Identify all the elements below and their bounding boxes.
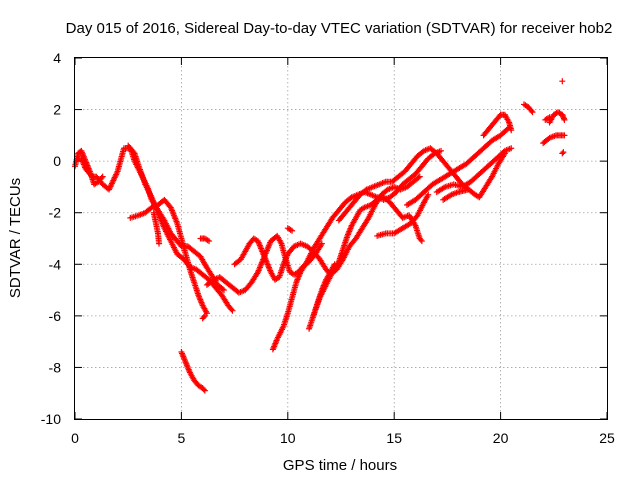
data-segment (480, 111, 515, 139)
data-segment (284, 225, 296, 234)
data-point (318, 240, 325, 247)
y-tick-label: 2 (53, 102, 61, 118)
data-segment (269, 147, 445, 353)
data-segment (559, 78, 566, 85)
data-segment (74, 145, 227, 294)
data-segment (150, 209, 163, 247)
data-point (229, 307, 236, 314)
data-segment (374, 191, 432, 239)
y-axis-label: SDTVAR / TECUs (7, 178, 24, 298)
data-point (508, 127, 515, 134)
data-segment (197, 235, 213, 245)
data-point (206, 238, 213, 245)
data-point (156, 240, 163, 247)
data-point (228, 306, 235, 313)
y-tick-label: -8 (49, 359, 62, 375)
x-tick-label: 10 (280, 430, 296, 446)
data-segment (335, 145, 472, 224)
data-point (561, 116, 568, 123)
data-point (201, 387, 208, 394)
x-tick-label: 5 (178, 430, 186, 446)
data-segment (559, 149, 567, 157)
data-point (559, 78, 566, 85)
chart-title: Day 015 of 2016, Sidereal Day-to-day VTE… (66, 20, 613, 37)
data-point (200, 386, 207, 393)
data-point (200, 314, 207, 321)
x-tick-label: 15 (386, 430, 402, 446)
y-tick-label: -10 (41, 411, 61, 427)
data-segment (310, 194, 425, 319)
data-point (219, 286, 226, 293)
x-axis-label: GPS time / hours (283, 457, 397, 474)
y-tick-label: -6 (49, 308, 62, 324)
data-point (416, 173, 423, 180)
data-point (561, 132, 568, 139)
data-segment (199, 312, 208, 322)
grid-lines (75, 58, 607, 419)
data-point (528, 107, 535, 114)
data-point (501, 150, 508, 157)
data-point (417, 236, 424, 243)
data-point (99, 173, 106, 180)
data-point (560, 149, 567, 156)
plot-frame (74, 57, 608, 420)
data-point (415, 174, 422, 181)
data-segment (403, 124, 513, 208)
data-point (289, 227, 296, 234)
data-segment (546, 109, 568, 126)
data-point (425, 191, 432, 198)
x-tick-label: 25 (599, 430, 615, 446)
data-point (220, 287, 227, 294)
y-tick-label: 4 (53, 50, 61, 66)
y-tick-label: -4 (49, 256, 62, 272)
data-point (559, 150, 566, 157)
data-segment (433, 145, 515, 196)
data-segment (178, 348, 208, 394)
data-segment (540, 132, 568, 147)
y-tick-label: -2 (49, 205, 62, 221)
y-axis-ticks: -10 -8 -6 -4 -2 0 2 4 (41, 50, 607, 427)
data-segment (127, 196, 210, 317)
data-segment (521, 101, 536, 116)
x-tick-label: 0 (71, 430, 79, 446)
data-point (418, 238, 425, 245)
data-point (508, 145, 515, 152)
y-tick-label: 0 (53, 153, 61, 169)
data-segment (440, 150, 508, 203)
data-point (529, 109, 536, 116)
x-tick-label: 20 (493, 430, 509, 446)
data-points (72, 78, 568, 394)
data-point (201, 312, 208, 319)
data-point (438, 147, 445, 154)
